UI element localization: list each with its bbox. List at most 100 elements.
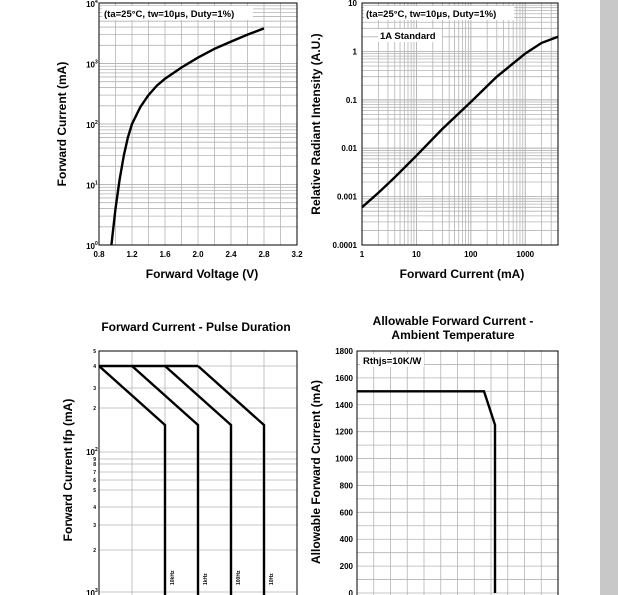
chart-radiant-intensity: (ta=25°C, tw=10μs, Duty=1%) 1A Standard … xyxy=(309,0,559,281)
tick-label: 10 xyxy=(86,121,95,130)
pulse-line xyxy=(197,365,266,595)
tick-label: 1600 xyxy=(335,374,353,383)
series-label: 10Hz xyxy=(269,573,275,585)
tick-label: 0.01 xyxy=(341,144,357,153)
curve-label: 1A Standard xyxy=(380,31,436,42)
minor-tick-label: 7 xyxy=(93,470,96,476)
tick-label: 10 xyxy=(86,182,95,191)
y-axis-title: Allowable Forward Current (mA) xyxy=(309,380,323,564)
tick-label: 10 xyxy=(412,250,421,259)
tick-label: 2.8 xyxy=(258,250,270,259)
chart-title: Allowable Forward Current - xyxy=(373,314,534,328)
annotation-box xyxy=(364,6,514,20)
minor-tick-label: 3 xyxy=(93,523,96,529)
pulse-line xyxy=(98,365,167,595)
tick-label: 0.8 xyxy=(93,250,105,259)
x-axis-title: Forward Voltage (V) xyxy=(146,267,258,281)
chart-ambient-temperature: Allowable Forward Current - Ambient Temp… xyxy=(309,314,559,595)
tick-label: 0.001 xyxy=(337,193,358,202)
tick-label: 0 xyxy=(349,589,354,595)
x-axis-title: Forward Current (mA) xyxy=(400,267,525,281)
tick-label: 100 xyxy=(464,250,478,259)
data-line xyxy=(361,35,559,209)
label-box xyxy=(378,29,442,42)
tick-label: 10 xyxy=(86,589,95,595)
x-tick-labels: 1 10 100 1000 xyxy=(360,250,535,259)
tick-label: 1.2 xyxy=(126,250,138,259)
series-label: 10kHz xyxy=(170,570,176,585)
minor-tick-label: 5 xyxy=(93,349,96,355)
tick-label: 3.2 xyxy=(291,250,303,259)
tick-label: 10 xyxy=(86,242,95,251)
y-axis-title: Relative Radiant Intensity (A.U.) xyxy=(309,33,323,214)
tick-label: 1.6 xyxy=(159,250,171,259)
y-axis-title: Forward Current (mA) xyxy=(55,62,69,187)
tick-label: 400 xyxy=(340,535,354,544)
minor-tick-label: 8 xyxy=(93,462,96,468)
plot-frame xyxy=(98,2,298,246)
annotation-text: Rthjs=10K/W xyxy=(363,356,421,367)
minor-tick-label: 3 xyxy=(93,386,96,392)
grid xyxy=(98,2,298,246)
tick-label: 1800 xyxy=(335,347,353,356)
annotation-box xyxy=(360,354,424,367)
plot-frame xyxy=(356,350,559,595)
tick-label: 10 xyxy=(86,448,95,457)
annotation-text: (ta=25°C, tw=10μs, Duty=1%) xyxy=(104,9,234,20)
chart-title: Forward Current - Pulse Duration xyxy=(101,320,290,334)
data-line xyxy=(357,390,497,593)
tick-label: 1000 xyxy=(516,250,534,259)
tick-label: 800 xyxy=(340,481,354,490)
tick-label: 0.1 xyxy=(346,96,358,105)
minor-tick-label: 4 xyxy=(93,505,96,511)
tick-exponent: 1 xyxy=(95,181,98,187)
tick-exponent: 3 xyxy=(95,60,98,66)
tick-label: 0.0001 xyxy=(333,241,358,250)
y-axis-title: Forward Current Ifp (mA) xyxy=(61,399,75,542)
tick-exponent: 0 xyxy=(95,241,98,247)
minor-tick-label: 9 xyxy=(93,457,96,463)
plot-frame xyxy=(361,2,559,246)
tick-label: 600 xyxy=(340,508,354,517)
tick-label: 1 xyxy=(360,250,365,259)
chart-pulse-duration: Forward Current - Pulse Duration 10kHz 1k… xyxy=(61,320,298,595)
minor-tick-label: 4 xyxy=(93,364,96,370)
tick-exponent: 2 xyxy=(95,120,98,126)
minor-tick-label: 6 xyxy=(93,478,96,484)
tick-label: 1 xyxy=(353,47,358,56)
tick-label: 2.0 xyxy=(192,250,204,259)
scrollbar[interactable] xyxy=(600,0,618,595)
chart-forward-voltage: (ta=25°C, tw=10μs, Duty=1%) 0.8 1.2 1.6 2.0… xyxy=(55,0,303,281)
minor-tick-label: 2 xyxy=(93,406,96,412)
minor-tick-label: 2 xyxy=(93,548,96,554)
pulse-lines: 10kHz 1kHz 100Hz 10Hz xyxy=(98,364,275,595)
grid xyxy=(356,350,559,595)
chart-subtitle: Ambient Temperature xyxy=(391,328,514,342)
plot-frame xyxy=(98,350,298,595)
annotation-box xyxy=(102,6,253,20)
tick-label: 200 xyxy=(340,562,354,571)
series-label: 1kHz xyxy=(203,573,209,585)
series-label: 100Hz xyxy=(236,570,242,585)
y-tick-labels: 0 200 400 600 800 1000 1200 1400 1600 1800 xyxy=(335,347,353,595)
tick-label: 1400 xyxy=(335,401,353,410)
minor-tick-label: 5 xyxy=(93,488,96,494)
data-line xyxy=(110,27,265,246)
tick-label: 2.4 xyxy=(225,250,237,259)
annotation-text: (ta=25°C, tw=10μs, Duty=1%) xyxy=(366,9,496,20)
x-tick-labels: 0.8 1.2 1.6 2.0 2.4 2.8 3.2 xyxy=(93,250,303,259)
tick-label: 1200 xyxy=(335,428,353,437)
tick-label: 10 xyxy=(86,0,95,9)
tick-exponent: 3 xyxy=(95,588,98,594)
tick-exponent: 2 xyxy=(95,447,98,453)
tick-label: 1000 xyxy=(335,455,353,464)
pulse-line xyxy=(164,365,233,595)
tick-label: 10 xyxy=(86,61,95,70)
pulse-line xyxy=(131,365,200,595)
y-tick-labels: 0.0001 0.001 0.01 0.1 1 10 xyxy=(333,0,358,250)
tick-exponent: 4 xyxy=(95,0,98,5)
tick-label: 10 xyxy=(348,0,357,8)
